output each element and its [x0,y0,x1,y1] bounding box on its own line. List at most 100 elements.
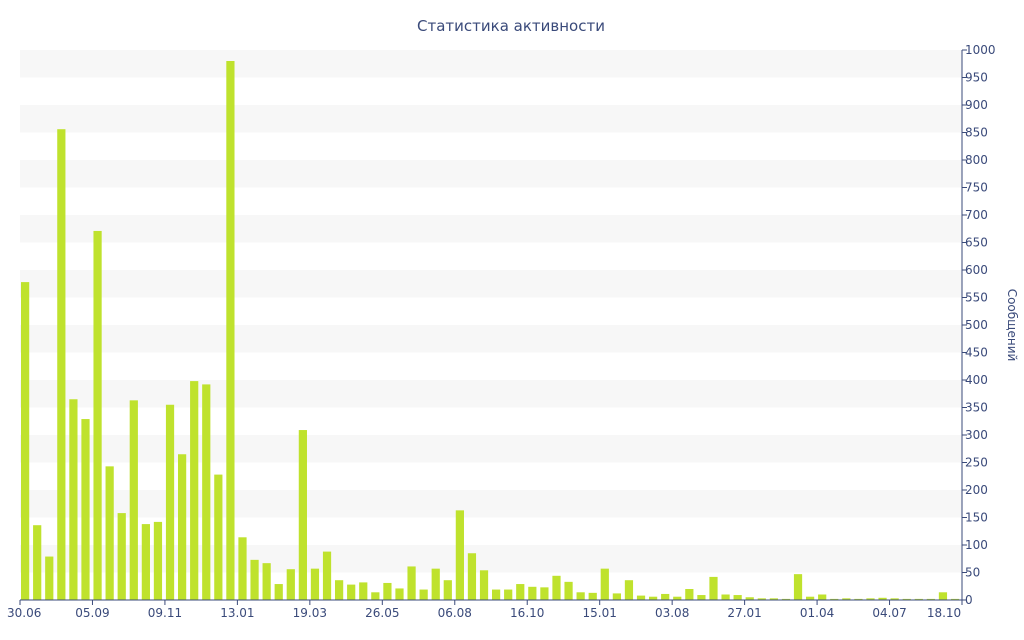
bar[interactable] [190,381,199,600]
bar[interactable] [153,521,163,600]
bar[interactable] [286,569,295,600]
bar[interactable] [262,563,271,600]
bar[interactable] [673,596,682,600]
bar-series [21,61,960,601]
bar[interactable] [443,580,452,600]
bar[interactable] [866,598,875,600]
grid-band [20,50,962,78]
bar[interactable] [600,568,609,600]
grid-band [20,270,962,298]
bar[interactable] [202,384,211,600]
bar[interactable] [733,595,742,600]
bar[interactable] [806,596,815,600]
x-tick-label: 16.10 [510,606,544,620]
bar[interactable] [661,593,670,600]
bar[interactable] [33,525,42,600]
bar[interactable] [721,594,730,601]
bar[interactable] [419,589,428,600]
bar[interactable] [492,589,501,600]
bar[interactable] [371,592,380,600]
bar[interactable] [624,580,634,600]
grid-band [20,490,962,518]
bar[interactable] [347,584,356,600]
grid-band [20,215,962,243]
bar[interactable] [890,598,899,600]
bar[interactable] [818,594,827,601]
bar[interactable] [214,474,223,600]
grid-band [20,325,962,353]
bar[interactable] [395,588,404,600]
bar[interactable] [757,598,766,600]
bar[interactable] [81,419,90,600]
bar[interactable] [45,556,54,600]
y-tick-label: 800 [965,153,988,167]
x-axis-ticks: 30.06 05.09 09.11 13.01 19.03 26.05 06.08 16.10… [7,600,963,620]
bar[interactable] [830,598,839,600]
bar[interactable] [745,597,754,600]
bar[interactable] [165,404,175,600]
y-tick-label: 850 [965,126,988,140]
y-axis-ticks: 0 50 100 150 200 250 300 350 400 450 500 550 600 650 7… [962,43,996,607]
bar[interactable] [878,597,887,600]
bar[interactable] [359,582,368,600]
bar[interactable] [528,586,537,600]
bar[interactable] [455,510,464,600]
bar[interactable] [685,589,694,600]
bar[interactable] [516,584,525,600]
bar[interactable] [950,598,960,600]
bar[interactable] [697,595,706,600]
bar[interactable] [842,598,851,600]
bar[interactable] [781,598,791,600]
grid-band [20,435,962,463]
y-tick-label: 50 [965,566,980,580]
y-tick-label: 550 [965,291,988,305]
bar[interactable] [854,598,863,600]
bar[interactable] [274,584,283,600]
bar[interactable] [540,587,549,600]
grid-band [20,160,962,188]
bar[interactable] [926,598,935,600]
bar[interactable] [93,230,102,600]
bar[interactable] [914,598,923,600]
bar[interactable] [226,61,235,600]
bar[interactable] [612,593,621,600]
bar[interactable] [238,537,247,600]
bar[interactable] [250,559,259,600]
bar[interactable] [298,430,307,600]
bar[interactable] [938,592,948,600]
bar[interactable] [322,551,332,600]
bar[interactable] [709,576,718,600]
bar[interactable] [178,454,187,600]
bar[interactable] [479,570,489,600]
bar[interactable] [407,566,416,600]
bar[interactable] [105,466,114,600]
bar[interactable] [467,553,477,600]
bar[interactable] [141,524,150,600]
y-tick-label: 0 [965,593,973,607]
x-tick-label: 27.01 [727,606,761,620]
bar[interactable] [636,595,646,600]
bar[interactable] [576,592,585,600]
bar[interactable] [649,596,658,600]
chart-title: Статистика активности [417,17,605,35]
bar[interactable] [69,399,78,600]
y-tick-label: 750 [965,181,988,195]
bar[interactable] [310,568,320,600]
bar[interactable] [117,513,126,600]
bar[interactable] [57,129,66,600]
bar[interactable] [793,574,803,600]
x-tick-label: 15.01 [583,606,617,620]
y-tick-label: 500 [965,318,988,332]
bar[interactable] [902,598,911,600]
bar[interactable] [564,581,573,600]
bar[interactable] [335,580,344,600]
y-tick-label: 150 [965,511,988,525]
bar[interactable] [21,282,30,600]
bar[interactable] [129,400,138,600]
bar[interactable] [383,582,392,600]
bar[interactable] [552,575,561,600]
bar[interactable] [588,592,597,600]
bar[interactable] [769,598,778,600]
bar[interactable] [504,589,513,600]
bar[interactable] [431,568,440,600]
